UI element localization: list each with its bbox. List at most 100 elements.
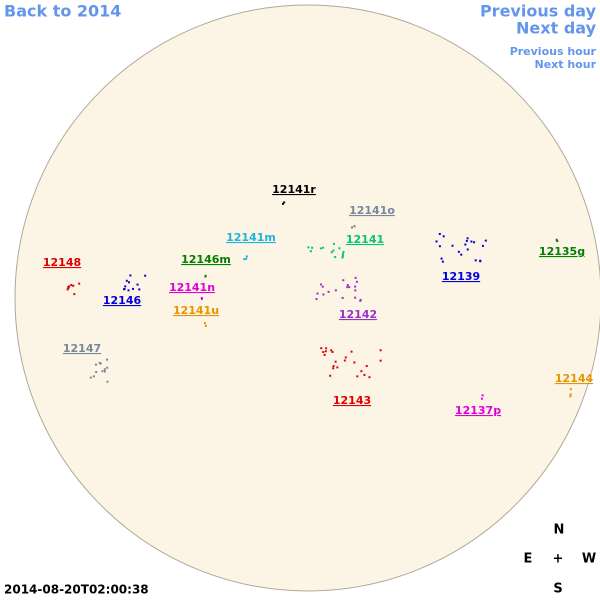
sunspot — [451, 244, 454, 247]
sunspot — [325, 347, 328, 350]
sunspot — [569, 393, 572, 396]
region-labels: 12141r 12141o 12141m 12141 12135g 12148 12146m… — [43, 183, 594, 417]
sunspot — [316, 292, 319, 295]
sunspot — [350, 350, 353, 353]
previous-day-link[interactable]: Previous day — [480, 2, 597, 21]
compass-north: N — [554, 523, 565, 538]
sunspot — [106, 366, 109, 369]
sunspot — [98, 361, 101, 364]
sunspot — [360, 370, 363, 373]
sunspot — [341, 254, 344, 257]
next-day-link[interactable]: Next day — [516, 19, 597, 38]
sunspot — [124, 285, 127, 288]
sunspot — [355, 280, 358, 283]
sunspot — [332, 365, 335, 368]
sunspot — [70, 283, 73, 286]
sunspot — [330, 251, 333, 254]
sunspot — [354, 276, 357, 279]
sunspot — [435, 240, 438, 243]
sunspot — [245, 255, 248, 258]
sunspot — [319, 283, 322, 286]
sunspot — [319, 247, 322, 250]
sunspot — [103, 370, 106, 373]
sunspot — [243, 258, 246, 261]
compass-center: + — [553, 552, 564, 567]
sunspot — [204, 324, 207, 327]
sunspot — [92, 375, 95, 378]
sunspot — [481, 244, 484, 247]
sunspot — [354, 296, 357, 299]
sunspot — [356, 375, 359, 378]
sunspot — [346, 286, 349, 289]
compass-east: E — [524, 552, 533, 567]
sunspot — [131, 287, 134, 290]
sunspot — [309, 250, 312, 253]
sunspot — [341, 256, 344, 259]
sunspot — [334, 289, 337, 292]
sunspot — [245, 257, 248, 260]
sunspot — [322, 246, 325, 249]
sunspot — [464, 243, 467, 246]
sunspot — [320, 347, 323, 350]
sunspot — [438, 233, 441, 236]
back-link[interactable]: Back to 2014 — [4, 2, 121, 21]
sunspot — [73, 293, 76, 296]
sunspot — [128, 281, 131, 284]
sunspot — [322, 351, 325, 354]
sunspot — [442, 235, 445, 238]
region-label: 12141r — [272, 183, 316, 196]
sunspot — [465, 239, 468, 242]
region-label: 12141u — [173, 304, 219, 317]
region-label: 12142 — [339, 308, 377, 321]
sunspot — [101, 370, 104, 373]
sunspot — [95, 371, 98, 374]
sunspot — [332, 367, 335, 370]
sunspot — [103, 368, 106, 371]
sunspot — [460, 253, 463, 256]
sunspot — [324, 350, 327, 353]
sunspot — [365, 365, 368, 368]
sunspot — [123, 288, 126, 291]
region-label: 12139 — [442, 270, 480, 283]
sunspot — [569, 395, 572, 398]
sunspot — [438, 245, 441, 248]
sunspot — [138, 288, 141, 291]
region-label: 12146 — [103, 294, 142, 307]
sunspot — [307, 246, 310, 249]
sunspot — [440, 257, 443, 260]
sunspot — [315, 298, 318, 301]
sunspot — [338, 247, 341, 250]
sunspot — [379, 349, 382, 352]
sunspot — [78, 282, 81, 285]
sunspot — [94, 363, 97, 366]
sunspot — [106, 358, 109, 361]
sunspot — [282, 202, 285, 205]
sunspot — [479, 260, 482, 263]
region-label: 12148 — [43, 256, 81, 269]
sunspot — [144, 274, 147, 277]
sunspot — [343, 359, 346, 362]
region-label: 12135g — [539, 245, 585, 258]
sunspot — [283, 201, 286, 204]
sunspot — [457, 250, 460, 253]
previous-hour-link[interactable]: Previous hour — [510, 45, 597, 58]
sunspot — [89, 376, 92, 379]
timestamp: 2014-08-20T02:00:38 — [4, 583, 149, 597]
sunspot — [359, 299, 362, 302]
sunspot — [474, 259, 477, 262]
region-label: 12146m — [181, 253, 231, 266]
next-hour-link[interactable]: Next hour — [535, 58, 597, 71]
region-label: 12147 — [63, 342, 101, 355]
sunspot — [200, 296, 203, 299]
sunspot — [67, 287, 70, 290]
region-label: 12141n — [169, 281, 215, 294]
sunspot — [334, 360, 337, 363]
sunspot — [129, 274, 132, 277]
sunspot — [368, 376, 371, 379]
sunspot — [354, 289, 357, 292]
sunspot — [323, 353, 326, 356]
sunspot — [473, 241, 476, 244]
sunspot — [353, 225, 356, 228]
sunspot — [322, 293, 325, 296]
sunspot — [379, 359, 382, 362]
